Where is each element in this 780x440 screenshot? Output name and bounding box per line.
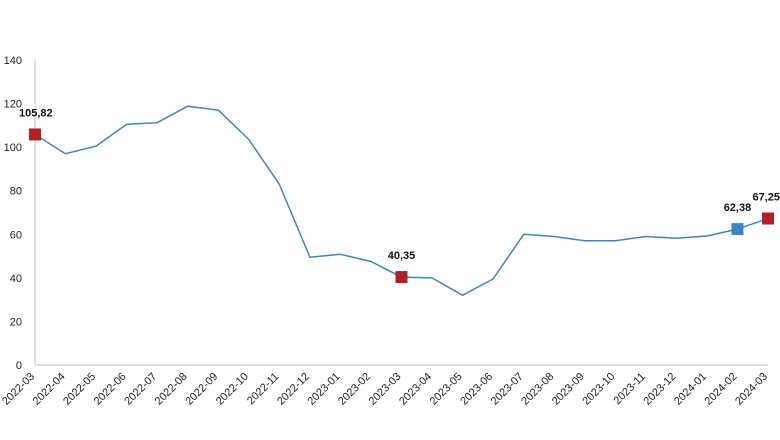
y-tick-label: 20 <box>10 316 22 328</box>
x-tick-label: 2023-01 <box>306 371 343 408</box>
series-group <box>34 105 769 297</box>
y-tick-label: 100 <box>4 142 22 154</box>
x-tick-label: 2023-07 <box>489 371 526 408</box>
data-label: 40,35 <box>388 250 416 262</box>
x-tick-label: 2023-05 <box>428 371 465 408</box>
x-tick-label: 2023-02 <box>336 371 373 408</box>
x-tick-label: 2022-08 <box>153 371 190 408</box>
x-tick-label: 2023-10 <box>580 371 617 408</box>
x-tick-labels: 2022-032022-042022-052022-062022-072022-… <box>0 371 770 408</box>
highlight-marker <box>731 223 744 236</box>
highlight-marker <box>29 128 41 141</box>
y-tick-label: 140 <box>4 55 22 67</box>
x-tick-label: 2024-01 <box>672 371 709 408</box>
highlight-marker <box>762 212 774 225</box>
y-tick-labels: 0 20 40 60 80 100 120 140 <box>4 55 22 372</box>
x-tick-label: 2023-08 <box>519 371 556 408</box>
x-tick-label: 2024-02 <box>703 371 740 408</box>
x-tick-label: 2022-09 <box>183 371 220 408</box>
data-label: 67,25 <box>752 191 780 203</box>
x-tick-label: 2023-04 <box>397 371 434 408</box>
y-tick-label: 0 <box>16 360 22 372</box>
y-tick-label: 80 <box>10 186 22 198</box>
y-tick-label: 60 <box>10 229 22 241</box>
x-tick-label: 2022-12 <box>275 371 312 408</box>
x-tick-label: 2023-11 <box>611 371 647 407</box>
x-tick-label: 2022-10 <box>214 371 251 408</box>
data-label: 62,38 <box>724 202 752 214</box>
x-tick-label: 2022-04 <box>31 371 68 408</box>
x-tick-label: 2022-11 <box>245 371 281 407</box>
x-tick-label: 2023-06 <box>458 371 495 408</box>
data-label: 105,82 <box>19 107 53 119</box>
y-tick-label: 40 <box>10 273 22 285</box>
x-tick-label: 2023-09 <box>550 371 587 408</box>
y-tick-label: 120 <box>4 99 22 111</box>
series-line <box>34 105 769 297</box>
x-tick-label: 2022-06 <box>92 371 129 408</box>
highlight-marker <box>395 271 408 284</box>
highlight-markers <box>29 128 774 284</box>
x-tick-label: 2023-03 <box>367 371 404 408</box>
x-tick-label: 2022-05 <box>61 371 98 408</box>
x-tick-label: 2022-07 <box>122 371 159 408</box>
x-tick-label: 2022-03 <box>0 371 37 408</box>
x-tick-label: 2023-12 <box>641 371 678 408</box>
x-tick-label: 2024-03 <box>733 371 770 408</box>
